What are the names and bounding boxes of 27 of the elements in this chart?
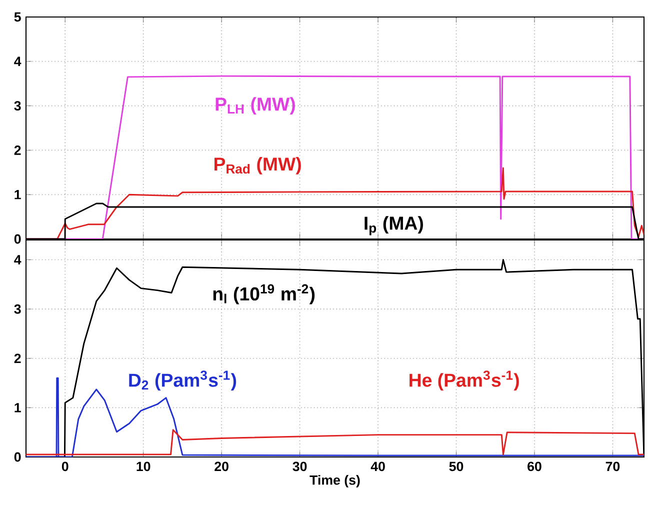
x-axis-title: Time (s) (310, 474, 360, 488)
y-tick-label: 1 (14, 190, 21, 200)
x-tick-label: 50 (449, 462, 464, 472)
x-tick-label: 60 (528, 462, 542, 472)
y-tick-label: 5 (14, 12, 21, 22)
y-tick-label: 3 (14, 304, 21, 314)
series-label: D$_{2}$ (Pam$^{3}$s$^{-1}$) (129, 370, 236, 391)
series-label: n$_{l}$ (10$^{19}$ m$^{-2}$) (213, 284, 315, 304)
y-tick-label: 1 (14, 403, 21, 412)
y-tick-label: 4 (14, 56, 22, 66)
y-tick-label: 4 (14, 255, 22, 264)
y-tick-label: 2 (14, 354, 21, 364)
y-tick-label: 2 (14, 146, 21, 155)
y-tick-label: 0 (14, 452, 21, 462)
x-tick-label: 30 (292, 462, 307, 472)
line-series (26, 429, 644, 456)
x-tick-label: 10 (136, 462, 150, 472)
text: He (Pam$^{3}$s$^{-1}$) (410, 370, 519, 391)
y-tick-label: 0 (14, 234, 21, 244)
x-tick-label: 40 (370, 462, 385, 472)
series-label: P$_{Rad}$ (MW) (214, 157, 301, 174)
series-label: I$_{p}$ (MA) (364, 216, 423, 236)
series-label: P$_{LH}$ (MW) (216, 97, 295, 114)
x-tick-label: 0 (62, 462, 68, 472)
x-tick-label: 70 (606, 462, 620, 472)
x-tick-label: 20 (214, 462, 228, 472)
y-tick-label: 3 (14, 101, 21, 111)
